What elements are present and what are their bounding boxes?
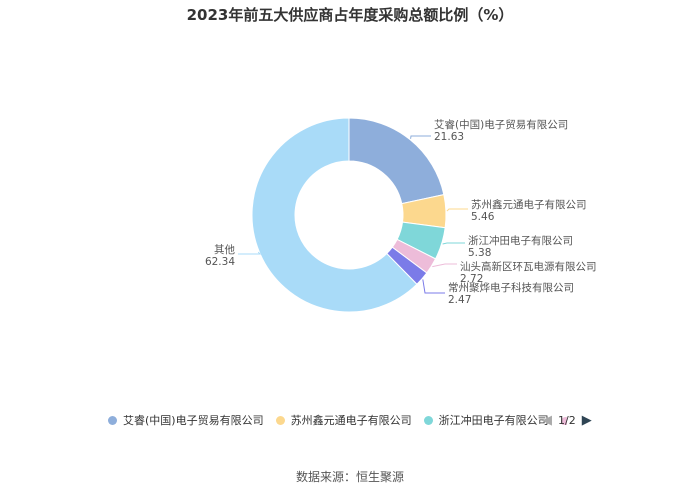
legend-item-2[interactable]: 浙江冲田电子有限公司: [423, 412, 549, 428]
legend-marker-2: [423, 415, 433, 425]
legend-item-partial[interactable]: [560, 416, 567, 425]
slice-label-2: 浙江冲田电子有限公司: [468, 234, 573, 247]
slice-value-label-3: 2.72: [460, 273, 483, 285]
legend-label-2: 浙江冲田电子有限公司: [438, 414, 549, 427]
leader-line-0: [410, 135, 431, 139]
leader-line-3: [432, 263, 457, 268]
leader-line-1: [446, 208, 468, 212]
slice-value-label-0: 21.63: [434, 131, 464, 143]
leader-line-4: [422, 279, 445, 294]
slice-label-1: 苏州鑫元通电子有限公司: [471, 198, 587, 211]
slice-label-3: 汕头高新区环瓦电源有限公司: [460, 260, 597, 273]
legend-marker-0: [108, 415, 117, 425]
slice-value-label-2: 5.38: [468, 247, 491, 259]
data-source: 数据来源：恒生聚源: [295, 470, 404, 484]
slice-value-label-5: 62.34: [205, 256, 235, 268]
leader-line-5: [238, 251, 262, 255]
slice-label-5: 其他: [214, 243, 235, 256]
legend-prev-page-button[interactable]: ◀: [542, 412, 552, 428]
slice-label-4: 常州聚烨电子科技有限公司: [448, 281, 574, 294]
legend-label-1: 苏州鑫元通电子有限公司: [290, 414, 412, 427]
pie-slice-5[interactable]: [251, 117, 418, 313]
slice-value-label-1: 5.46: [471, 211, 495, 223]
pie-slice-0[interactable]: [348, 117, 445, 205]
legend-label-0: 艾睿(中国)电子贸易有限公司: [123, 414, 264, 427]
legend-page-indicator: 1/2: [558, 413, 576, 427]
legend-marker-1: [275, 415, 285, 425]
legend-next-page-button[interactable]: ▶: [581, 412, 592, 428]
leader-line-2: [442, 242, 465, 245]
legend-item-1[interactable]: 苏州鑫元通电子有限公司: [275, 412, 412, 428]
chart-title: 2023年前五大供应商占年度采购总额比例（%）: [186, 6, 514, 24]
legend-item-0[interactable]: 艾睿(中国)电子贸易有限公司: [108, 412, 264, 428]
legend: 艾睿(中国)电子贸易有限公司 苏州鑫元通电子有限公司 浙江冲田电子有限公司: [108, 411, 573, 429]
slice-label-0: 艾睿(中国)电子贸易有限公司: [434, 118, 568, 131]
legend-marker-partial: [560, 416, 567, 425]
legend-pager: ◀ 1/2 ▶: [542, 411, 592, 429]
slice-value-label-4: 2.47: [448, 294, 471, 306]
